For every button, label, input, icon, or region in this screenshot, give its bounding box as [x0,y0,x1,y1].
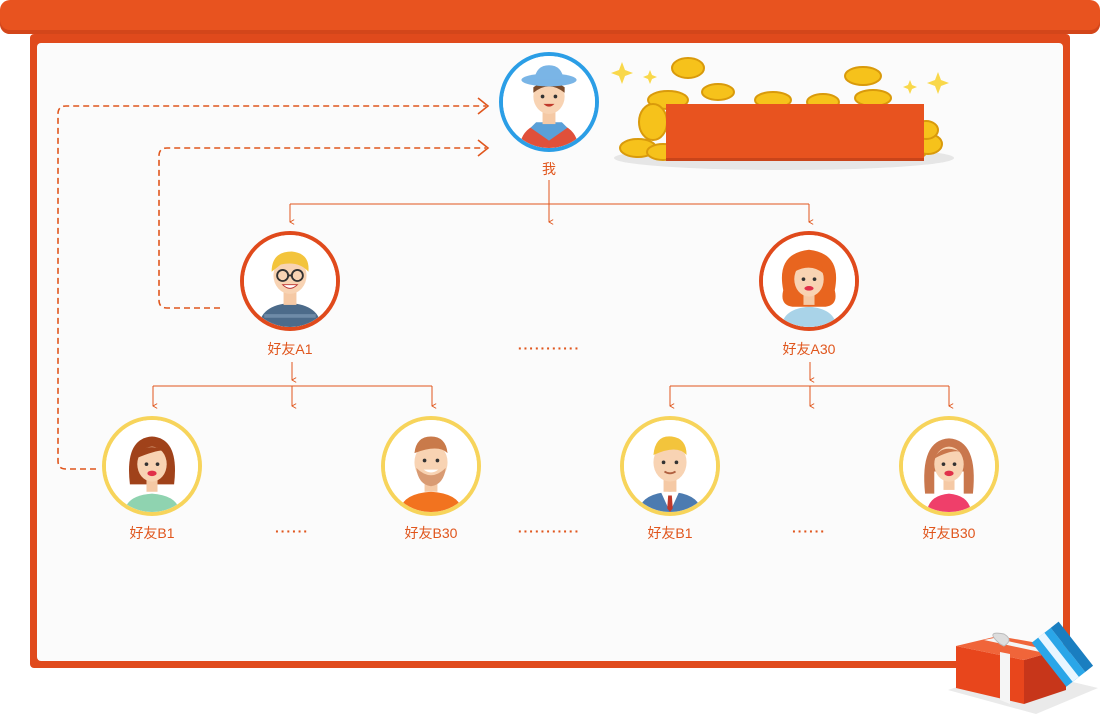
avatar-friend-b1-left [102,416,202,516]
ellipsis-level-b-middle: ··········· [517,523,581,539]
avatar-friend-b1-right [620,416,720,516]
woman-pink-top-avatar-icon [903,420,995,512]
label-friend-b1-left: 好友B1 [129,525,175,541]
avatar-friend-a30 [759,231,859,331]
avatar-friend-a1 [240,231,340,331]
label-friend-b1-right: 好友B1 [647,525,693,541]
avatar-me [499,52,599,152]
businessman-avatar-icon [624,420,716,512]
avatar-friend-b30-left [381,416,481,516]
brunette-woman-avatar-icon [106,420,198,512]
label-friend-b30-right: 好友B30 [922,525,976,541]
avatar-friend-b30-right [899,416,999,516]
label-friend-a30: 好友A30 [782,341,836,357]
label-me: 我 [542,161,556,177]
gift-icon [948,621,1098,714]
ellipsis-level-b-right: ······ [792,523,826,539]
top-scroll-bar [0,0,1100,34]
label-friend-b30-left: 好友B30 [404,525,458,541]
glasses-man-avatar-icon [244,235,336,327]
ellipsis-level-b-left: ······ [275,523,309,539]
bearded-man-avatar-icon [385,420,477,512]
farmer-avatar-icon [503,56,595,148]
redhead-woman-avatar-icon [763,235,855,327]
ellipsis-level-a: ··········· [517,340,581,356]
sparkle-icon [611,62,949,94]
reward-banner [666,104,924,158]
label-friend-a1: 好友A1 [267,341,313,357]
